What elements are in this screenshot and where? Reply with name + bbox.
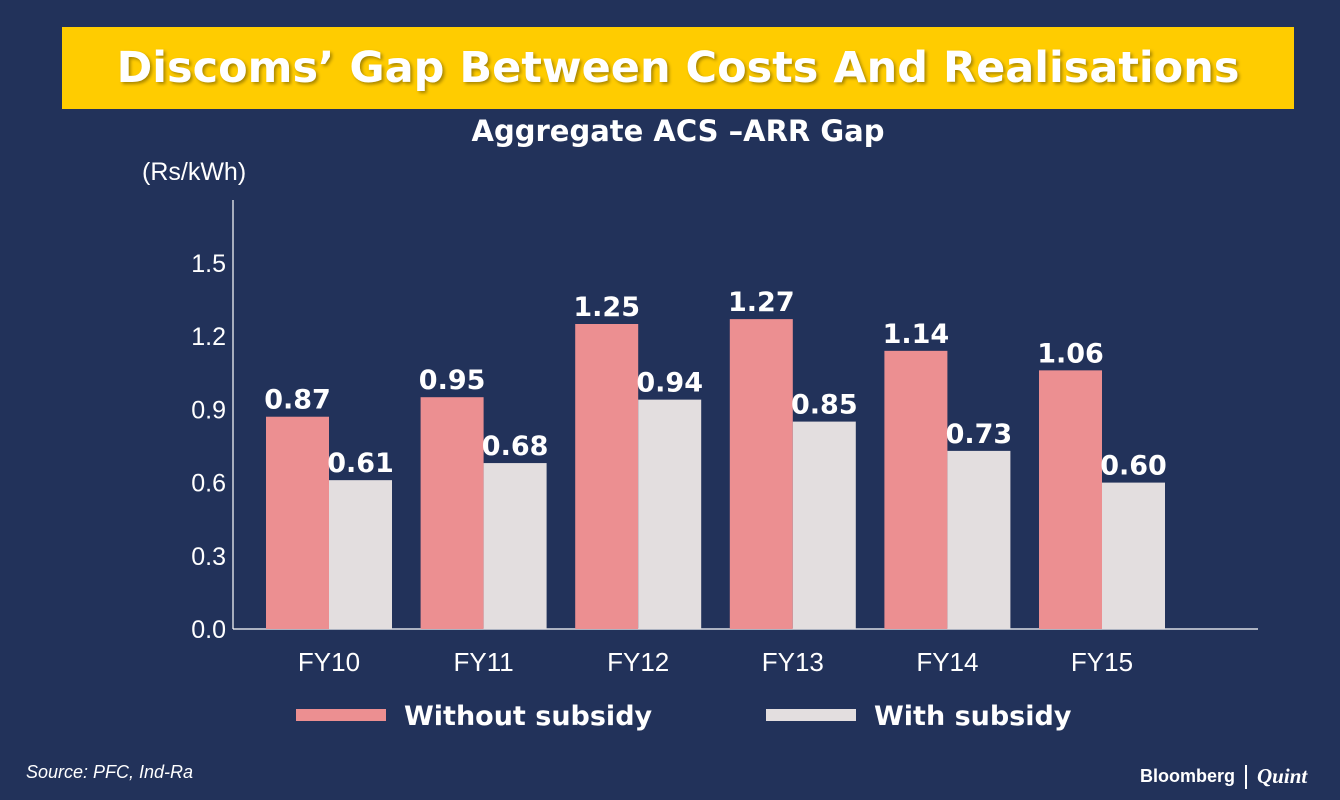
data-label: 1.25	[573, 292, 640, 323]
x-tick-label: FY15	[1071, 647, 1133, 677]
bar-fy11-with-subsidy	[483, 463, 547, 629]
bar-fy13-with-subsidy	[792, 421, 856, 629]
y-tick-label: 1.5	[191, 250, 226, 278]
data-label: 1.06	[1037, 338, 1104, 369]
data-label: 0.68	[482, 431, 549, 462]
data-label: 0.60	[1100, 451, 1167, 482]
y-axis-label: (Rs/kWh)	[142, 158, 246, 186]
x-tick-label: FY11	[453, 647, 513, 677]
x-tick-label: FY14	[916, 647, 978, 677]
brand-divider	[1245, 764, 1248, 789]
y-tick-label: 1.2	[191, 323, 226, 351]
bar-fy12-with-subsidy	[638, 399, 702, 629]
legend-label-without-subsidy: Without subsidy	[404, 701, 653, 732]
legend-swatch-with-subsidy	[766, 709, 856, 721]
data-label: 1.14	[883, 319, 950, 350]
x-tick-label: FY12	[607, 647, 669, 677]
title-banner: Discoms’ Gap Between Costs And Realisati…	[62, 27, 1294, 109]
chart-title: Discoms’ Gap Between Costs And Realisati…	[116, 43, 1240, 93]
y-tick-label: 0.0	[191, 616, 226, 644]
source-note: Source: PFC, Ind-Ra	[26, 762, 194, 782]
bar-fy15-with-subsidy	[1102, 482, 1165, 629]
data-label: 0.87	[264, 385, 331, 416]
legend-label-with-subsidy: With subsidy	[874, 701, 1072, 732]
legend-swatch-without-subsidy	[296, 709, 386, 721]
brand-bloomberg: Bloomberg	[1140, 766, 1236, 786]
bar-fy11-without-subsidy	[420, 397, 484, 629]
data-label: 0.73	[946, 419, 1013, 450]
x-tick-label: FY13	[762, 647, 824, 677]
bar-fy15-without-subsidy	[1039, 370, 1102, 629]
data-label: 0.85	[791, 390, 858, 421]
bar-fy10-without-subsidy	[266, 416, 329, 629]
chart-subtitle: Aggregate ACS –ARR Gap	[471, 114, 885, 148]
brand-quint: Quint	[1257, 764, 1308, 788]
bar-fy14-with-subsidy	[947, 450, 1011, 629]
bar-fy14-without-subsidy	[884, 350, 948, 629]
x-tick-label: FY10	[298, 647, 360, 677]
y-tick-label: 0.6	[191, 470, 226, 498]
data-label: 1.27	[728, 287, 795, 318]
data-label: 0.61	[327, 448, 394, 479]
y-tick-label: 0.9	[191, 396, 226, 424]
data-label: 0.95	[419, 365, 486, 396]
bar-fy10-with-subsidy	[329, 480, 392, 629]
bar-fy12-without-subsidy	[575, 324, 639, 629]
y-tick-label: 0.3	[191, 543, 226, 571]
brand-logo: Bloomberg Quint	[1140, 764, 1307, 789]
bar-fy13-without-subsidy	[729, 319, 793, 629]
data-label: 0.94	[636, 368, 703, 399]
